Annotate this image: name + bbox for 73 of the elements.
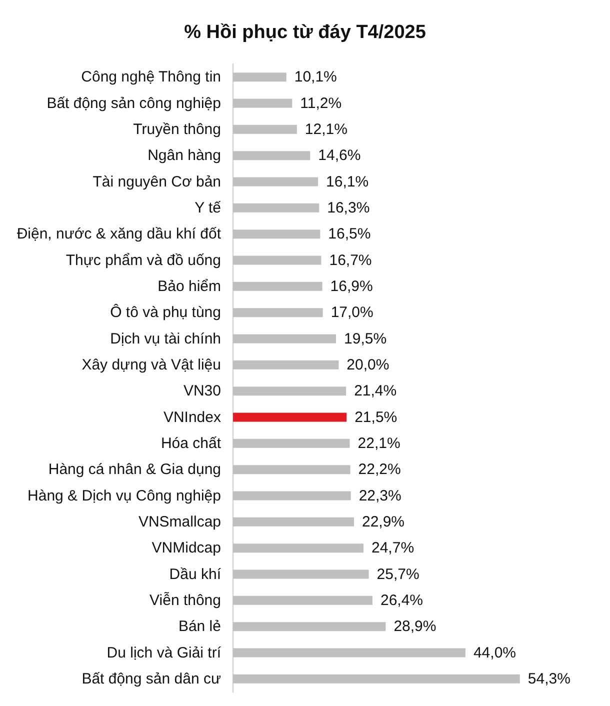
- bar: [233, 465, 350, 474]
- bar: [233, 386, 346, 396]
- y-tick-label: Y tế: [194, 199, 222, 216]
- y-tick-label: Thực phẩm và đồ uống: [66, 252, 221, 269]
- y-tick-label: Dịch vụ tài chính: [110, 330, 221, 348]
- bar: [233, 282, 322, 291]
- data-label: 22,9%: [362, 513, 405, 530]
- y-tick-label: VN30: [183, 382, 221, 400]
- y-tick-label: Hóa chất: [160, 434, 222, 452]
- y-tick-label: VNMidcap: [152, 540, 221, 557]
- bar: [233, 517, 354, 526]
- y-tick-label: Hàng cá nhân & Gia dụng: [48, 461, 221, 478]
- y-tick-label: Ô tô và phụ tùng: [110, 303, 221, 322]
- y-tick-label: Truyền thông: [133, 120, 221, 138]
- data-label: 21,5%: [354, 408, 398, 426]
- data-label: 22,2%: [358, 461, 401, 478]
- data-label: 22,1%: [358, 434, 400, 452]
- y-tick-label: Du lịch và Giải trí: [106, 644, 222, 662]
- data-label: 17,0%: [330, 304, 374, 322]
- y-tick-label: Ngân hàng: [148, 147, 221, 164]
- bar: [233, 98, 292, 108]
- bar: [233, 334, 336, 344]
- bar: [233, 674, 520, 684]
- y-tick-label: Bán lẻ: [178, 618, 221, 636]
- data-label: 21,4%: [354, 382, 397, 400]
- chart-title: % Hồi phục từ đáy T4/2025: [184, 22, 426, 43]
- data-label: 24,7%: [372, 540, 414, 557]
- data-label: 16,9%: [330, 278, 373, 295]
- data-label: 25,7%: [376, 566, 420, 583]
- y-tick-label: Dầu khí: [169, 566, 222, 583]
- y-tick-label: Xây dựng và Vật liệu: [82, 356, 221, 374]
- data-label: 11,2%: [300, 94, 342, 112]
- data-label: 16,7%: [329, 252, 372, 269]
- data-label: 44,0%: [473, 644, 516, 662]
- data-label: 16,3%: [327, 199, 370, 216]
- bar: [233, 230, 320, 239]
- y-tick-label: Bất động sản công nghiệp: [46, 94, 221, 112]
- y-tick-label: Viễn thông: [150, 592, 221, 609]
- bar: [233, 438, 350, 448]
- y-tick-label: VNSmallcap: [138, 513, 221, 530]
- bar: [233, 360, 339, 370]
- data-label: 14,6%: [318, 147, 361, 164]
- data-label: 10,1%: [294, 68, 337, 86]
- bar: [233, 648, 466, 658]
- data-label: 28,9%: [394, 618, 436, 636]
- bar: [233, 308, 323, 318]
- y-tick-label: Bất động sản dân cư: [82, 670, 221, 688]
- bar: [233, 622, 386, 632]
- data-label: 26,4%: [380, 592, 424, 609]
- bar: [233, 544, 364, 553]
- data-label: 16,5%: [328, 226, 371, 243]
- data-label: 54,3%: [528, 670, 570, 688]
- bar: [233, 72, 286, 82]
- y-tick-label: Hàng & Dịch vụ Công nghiệp: [28, 487, 221, 504]
- data-label: 22,3%: [358, 487, 402, 504]
- y-tick-label: VNIndex: [163, 408, 222, 426]
- y-tick-label: Công nghệ Thông tin: [81, 68, 221, 86]
- data-label: 16,1%: [326, 173, 369, 190]
- bar: [233, 596, 372, 605]
- data-label: 12,1%: [304, 120, 348, 138]
- data-label: 20,0%: [346, 356, 390, 374]
- bar: [233, 256, 322, 265]
- bar: [233, 124, 297, 134]
- bar: [233, 177, 318, 186]
- bar: [233, 412, 347, 422]
- data-label: 19,5%: [344, 330, 387, 348]
- y-tick-label: Điện, nước & xăng dầu khí đốt: [16, 226, 222, 243]
- bar: [233, 570, 369, 579]
- y-tick-label: Tài nguyên Cơ bản: [92, 173, 221, 190]
- bar: [233, 151, 310, 160]
- bar: [233, 203, 320, 212]
- y-tick-label: Bảo hiểm: [158, 278, 221, 295]
- bar: [233, 491, 351, 500]
